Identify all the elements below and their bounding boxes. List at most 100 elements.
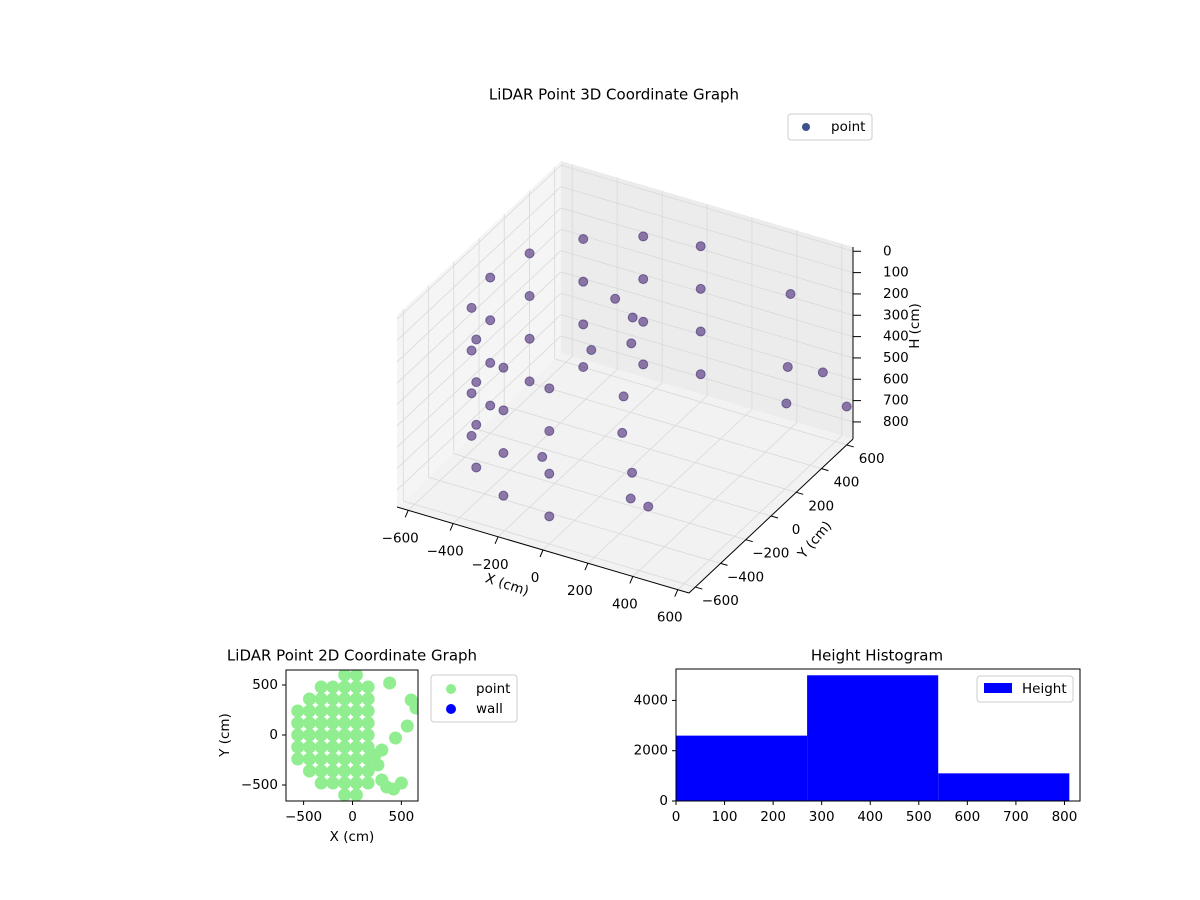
tick-mark <box>629 576 634 584</box>
tick-mark <box>720 562 728 566</box>
point <box>466 430 477 441</box>
point <box>314 752 328 766</box>
tick-mark <box>745 539 753 543</box>
x-tick-label: −200 <box>472 557 509 573</box>
point <box>349 680 363 694</box>
point <box>338 740 352 754</box>
z-tick-label: 100 <box>883 265 909 281</box>
point <box>782 361 793 372</box>
grid-line <box>403 500 696 588</box>
point <box>409 701 418 715</box>
point <box>498 362 509 373</box>
point <box>302 752 316 766</box>
point <box>578 361 589 372</box>
grid-line <box>396 164 562 320</box>
point <box>389 731 403 745</box>
chart-title: Height Histogram <box>811 647 943 665</box>
point <box>338 764 352 778</box>
y-axis-label: Y (cm) <box>217 713 233 758</box>
point <box>524 376 535 387</box>
z-tick-label: 600 <box>883 371 909 387</box>
grid-line <box>560 335 854 423</box>
grid-line <box>504 405 797 493</box>
point <box>394 776 408 790</box>
x-tick-label: −500 <box>285 809 322 825</box>
grid-line <box>560 314 854 401</box>
grid-line <box>396 207 562 363</box>
point <box>785 288 796 299</box>
point <box>638 359 649 370</box>
y-tick-label: 0 <box>659 793 668 809</box>
point <box>361 704 375 718</box>
grid-line <box>560 271 854 359</box>
point <box>638 231 649 242</box>
point <box>326 752 340 766</box>
point <box>471 462 482 473</box>
tick-mark <box>796 491 804 495</box>
y-tick-label: 4000 <box>634 692 668 708</box>
chart-2d: −500 0 500 −500 0 500 LiDAR Point 2D Coordinat… <box>217 647 518 845</box>
point <box>627 467 638 478</box>
plot-area <box>291 670 418 801</box>
point <box>618 391 629 402</box>
point <box>625 493 636 504</box>
point <box>361 776 375 790</box>
point <box>326 692 340 706</box>
legend-label: point <box>476 681 510 697</box>
y-tick-label: 2000 <box>634 743 668 759</box>
point <box>338 776 352 790</box>
tick-mark <box>770 515 779 519</box>
point <box>338 704 352 718</box>
point <box>326 740 340 754</box>
point <box>383 676 397 690</box>
x-tick-label: −600 <box>382 530 419 546</box>
x-axis-line <box>396 506 690 594</box>
grid-line <box>560 164 854 252</box>
point <box>349 728 363 742</box>
point <box>302 764 316 778</box>
point <box>841 401 852 412</box>
point <box>361 680 375 694</box>
axes-frame <box>675 668 1081 802</box>
point <box>361 692 375 706</box>
tick-mark <box>449 523 454 531</box>
point <box>361 728 375 742</box>
point <box>781 398 792 409</box>
point <box>338 680 352 694</box>
legend-label: Height <box>1022 681 1067 697</box>
grid-line <box>428 477 721 564</box>
chart-histogram: Height 0 100 200 300 400 500 600 700 800 0 2000 4000… <box>634 647 1081 825</box>
x-tick-label: 700 <box>1003 809 1029 825</box>
point <box>349 716 363 730</box>
bar <box>938 773 1070 801</box>
point <box>578 319 589 330</box>
z-axis-label: H (cm) <box>907 303 923 349</box>
point <box>338 752 352 766</box>
y-tick-label: 400 <box>834 475 860 491</box>
point <box>291 728 305 742</box>
grid-line <box>554 358 847 446</box>
bar <box>676 735 808 801</box>
x-tick-label: 400 <box>612 596 638 612</box>
z-tick-label: 500 <box>883 350 909 366</box>
point <box>338 788 352 801</box>
point <box>524 291 535 302</box>
point <box>498 448 509 459</box>
grid-line <box>560 186 854 273</box>
grid-line <box>396 335 562 491</box>
x-tick-label: −400 <box>427 544 464 560</box>
z-tick-label: 300 <box>883 307 909 323</box>
point <box>291 716 305 730</box>
x-tick-label: 600 <box>657 610 683 626</box>
point <box>338 670 352 682</box>
point <box>638 316 649 327</box>
point <box>326 716 340 730</box>
x-tick-label: 400 <box>857 809 883 825</box>
x-tick-label: 100 <box>712 809 738 825</box>
x-tick-label: 300 <box>809 809 835 825</box>
point <box>314 764 328 778</box>
point <box>466 345 477 356</box>
y-tick-label: 600 <box>859 451 885 467</box>
y-tick-label: 200 <box>808 498 834 514</box>
point <box>617 427 628 438</box>
